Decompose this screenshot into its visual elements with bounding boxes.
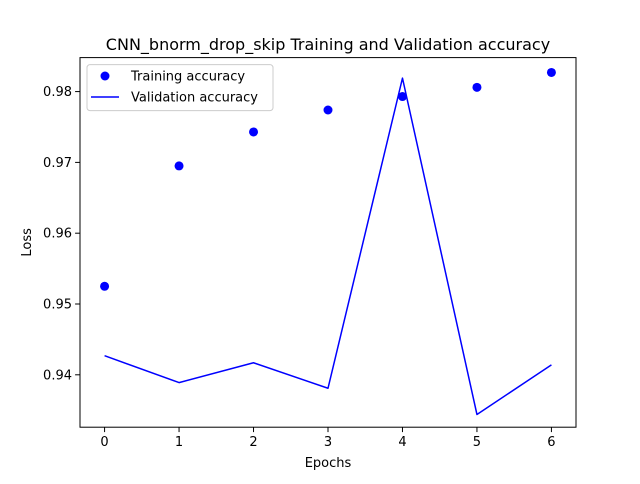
plot-frame: [79, 57, 577, 428]
training-accuracy-point: [323, 105, 333, 115]
chart-title: CNN_bnorm_drop_skip Training and Validat…: [106, 35, 550, 55]
training-accuracy-point: [249, 127, 259, 137]
series-layer: [100, 67, 556, 416]
x-tick-label: 5: [473, 435, 481, 450]
legend-label-validation: Validation accuracy: [131, 91, 258, 106]
x-tick-label: 0: [100, 435, 108, 450]
x-tick-label: 1: [175, 435, 183, 450]
plot-background: [80, 57, 576, 428]
training-accuracy-point: [472, 82, 482, 92]
x-tick-label: 3: [324, 435, 332, 450]
y-tick-label: 0.98: [43, 85, 72, 100]
validation-accuracy-line: [104, 77, 552, 416]
legend-label-training: Training accuracy: [130, 70, 245, 85]
x-tick-label: 6: [547, 435, 555, 450]
y-tick-label: 0.96: [43, 227, 72, 242]
training-accuracy-point: [546, 67, 556, 77]
legend-box: [86, 64, 274, 112]
training-accuracy-point: [100, 281, 110, 291]
tick-layer: 0 1 2 3 4 5 6 0.94 0.95 0.96 0.97 0.98: [43, 85, 556, 450]
x-tick-label: 2: [249, 435, 257, 450]
training-accuracy-point: [397, 92, 407, 102]
y-tick-label: 0.97: [43, 156, 72, 171]
y-axis-label: Loss: [20, 228, 35, 257]
x-axis-label: Epochs: [305, 456, 352, 471]
y-tick-label: 0.94: [43, 368, 72, 383]
y-tick-label: 0.95: [43, 298, 72, 313]
x-tick-label: 4: [398, 435, 406, 450]
legend: Training accuracy Validation accuracy: [86, 64, 274, 112]
training-accuracy-point: [174, 161, 184, 171]
legend-marker-training: [100, 71, 110, 81]
